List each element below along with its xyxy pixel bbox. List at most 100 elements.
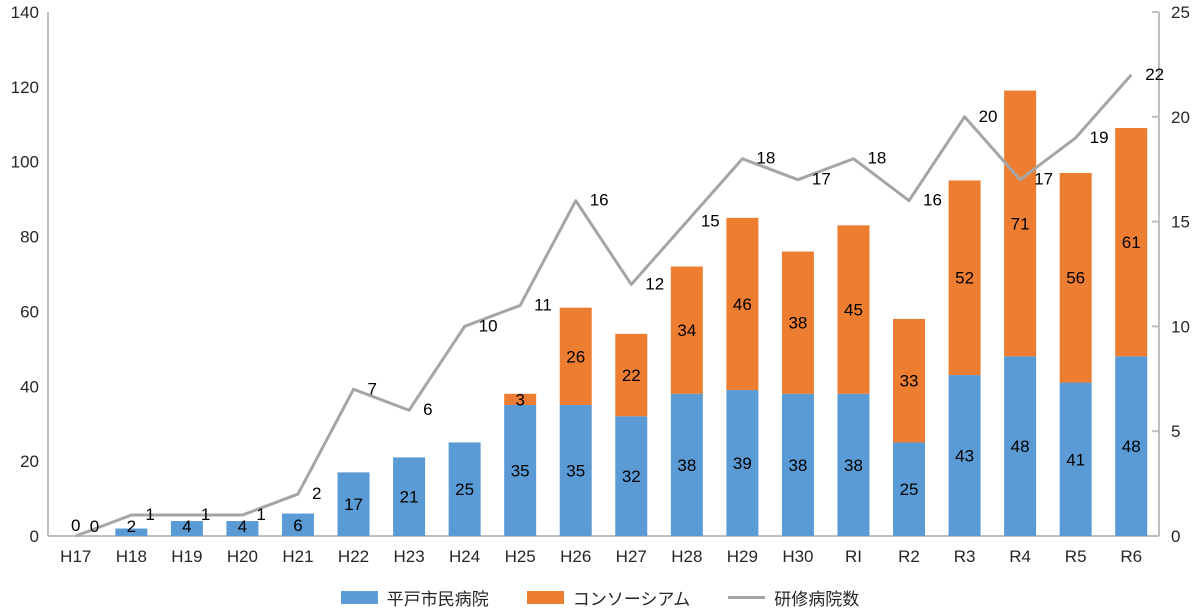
bar-segment-consortium (837, 225, 870, 394)
bar-value-label-hirado: 2 (127, 517, 136, 536)
bar-segment-hirado (448, 442, 481, 536)
bar-value-label-hirado: 38 (844, 456, 863, 475)
left-axis-tick-label: 100 (11, 153, 39, 172)
line-value-label: 0 (90, 517, 99, 536)
bar-value-label-hirado: 39 (733, 454, 752, 473)
bar-value-label-hirado: 38 (788, 456, 807, 475)
x-axis-category-label: R2 (898, 547, 920, 566)
right-axis-tick-label: 25 (1171, 3, 1190, 22)
bar-segment-hirado (837, 393, 870, 536)
x-axis-category-label: H30 (782, 547, 813, 566)
x-axis-category-label: H18 (116, 547, 147, 566)
legend-label: 平戸市民病院 (386, 589, 489, 609)
bar-value-label-consortium: 71 (1011, 214, 1030, 233)
bar-segment-hirado (559, 405, 592, 536)
legend-swatch-line-gray (728, 595, 766, 599)
x-axis-category-label: H21 (282, 547, 313, 566)
left-axis-tick-label: 120 (11, 78, 39, 97)
line-value-label: 1 (145, 505, 154, 524)
x-axis-category-label: H19 (171, 547, 202, 566)
bar-value-label-hirado: 35 (511, 462, 530, 481)
bar-value-label-hirado: 38 (677, 456, 696, 475)
bar-segment-consortium (893, 318, 926, 443)
x-axis-category-label: R3 (954, 547, 976, 566)
right-axis-tick-label: 10 (1171, 317, 1190, 336)
bar-value-label-hirado: 17 (344, 495, 363, 514)
x-axis-category-label: R6 (1120, 547, 1142, 566)
line-value-label: 1 (201, 505, 210, 524)
bar-value-label-hirado: 25 (455, 480, 474, 499)
left-axis-tick-label: 40 (20, 377, 39, 396)
line-value-label: 12 (645, 274, 664, 293)
x-axis-category-label: H25 (505, 547, 536, 566)
bar-value-label-hirado: 6 (293, 516, 302, 535)
bar-segment-hirado (281, 513, 314, 536)
x-axis-category-label: H17 (60, 547, 91, 566)
bar-segment-consortium (1004, 90, 1037, 357)
legend-label: コンソーシアム (572, 589, 691, 609)
line-value-label: 17 (1034, 170, 1053, 189)
line-value-label: 11 (534, 295, 552, 314)
line-value-label: 16 (923, 191, 942, 210)
left-axis-tick-label: 140 (11, 3, 39, 22)
x-axis-category-label: H23 (393, 547, 424, 566)
x-axis-category-label: H29 (727, 547, 758, 566)
bar-value-label-hirado: 35 (566, 462, 585, 481)
bar-value-label-consortium: 46 (733, 295, 752, 314)
bar-value-label-hirado: 41 (1066, 450, 1085, 469)
line-value-label: 15 (701, 212, 720, 231)
bar-value-label-consortium: 45 (844, 301, 863, 320)
bar-value-label-hirado: 25 (900, 480, 919, 499)
x-axis-category-label: H24 (449, 547, 480, 566)
right-axis-tick-label: 5 (1171, 422, 1180, 441)
x-axis-category-label: RI (845, 547, 862, 566)
bar-segment-hirado (504, 405, 537, 536)
bar-segment-hirado (1115, 356, 1148, 536)
bar-segment-consortium (726, 217, 759, 391)
line-value-label: 16 (590, 191, 609, 210)
bar-segment-hirado (337, 472, 370, 536)
bar-segment-consortium (781, 251, 814, 394)
line-value-label: 18 (756, 149, 775, 168)
bar-value-label-consortium: 56 (1066, 269, 1085, 288)
line-value-label: 18 (867, 149, 886, 168)
x-axis-category-label: R5 (1065, 547, 1087, 566)
x-axis-category-label: H26 (560, 547, 591, 566)
line-value-label: 6 (423, 400, 432, 419)
right-axis-tick-label: 20 (1171, 108, 1190, 127)
bar-value-label-consortium: 34 (677, 321, 696, 340)
bar-segment-hirado (170, 521, 203, 536)
bar-value-label-hirado: 32 (622, 467, 641, 486)
left-axis-tick-label: 80 (20, 228, 39, 247)
bar-value-label-hirado: 48 (1122, 437, 1141, 456)
bar-segment-consortium (1115, 128, 1148, 357)
bar-value-label-hirado: 48 (1011, 437, 1030, 456)
bar-segment-hirado (726, 390, 759, 536)
chart-legend: 平戸市民病院 コンソーシアム 研修病院数 (0, 583, 1200, 611)
trend-line-training-hospitals (75, 73, 1133, 538)
left-axis-tick-label: 0 (30, 527, 39, 546)
bar-segment-consortium (504, 393, 537, 405)
line-value-label: 20 (979, 107, 998, 126)
line-value-label: 22 (1145, 65, 1164, 84)
x-axis-category-label: H27 (616, 547, 647, 566)
bar-segment-consortium (559, 307, 592, 405)
legend-swatch-bar-orange (526, 590, 564, 604)
legend-swatch-bar-blue (340, 590, 378, 604)
line-value-label: 7 (368, 379, 377, 398)
legend-item-training-hospitals: 研修病院数 (728, 585, 859, 610)
line-value-label: 17 (812, 170, 831, 189)
bar-value-label-consortium: 33 (900, 372, 919, 391)
bar-segment-hirado (1059, 382, 1092, 536)
x-axis-category-label: H28 (671, 547, 702, 566)
bar-value-label-consortium: 61 (1122, 233, 1141, 252)
legend-label: 研修病院数 (774, 589, 860, 609)
legend-item-hirado-hospital: 平戸市民病院 (340, 585, 489, 610)
bar-value-label-consortium: 3 (515, 390, 524, 409)
bar-segment-hirado (781, 393, 814, 536)
bar-value-label-consortium: 22 (622, 366, 641, 385)
x-axis-category-label: R4 (1009, 547, 1031, 566)
bar-value-label-consortium: 38 (788, 314, 807, 333)
